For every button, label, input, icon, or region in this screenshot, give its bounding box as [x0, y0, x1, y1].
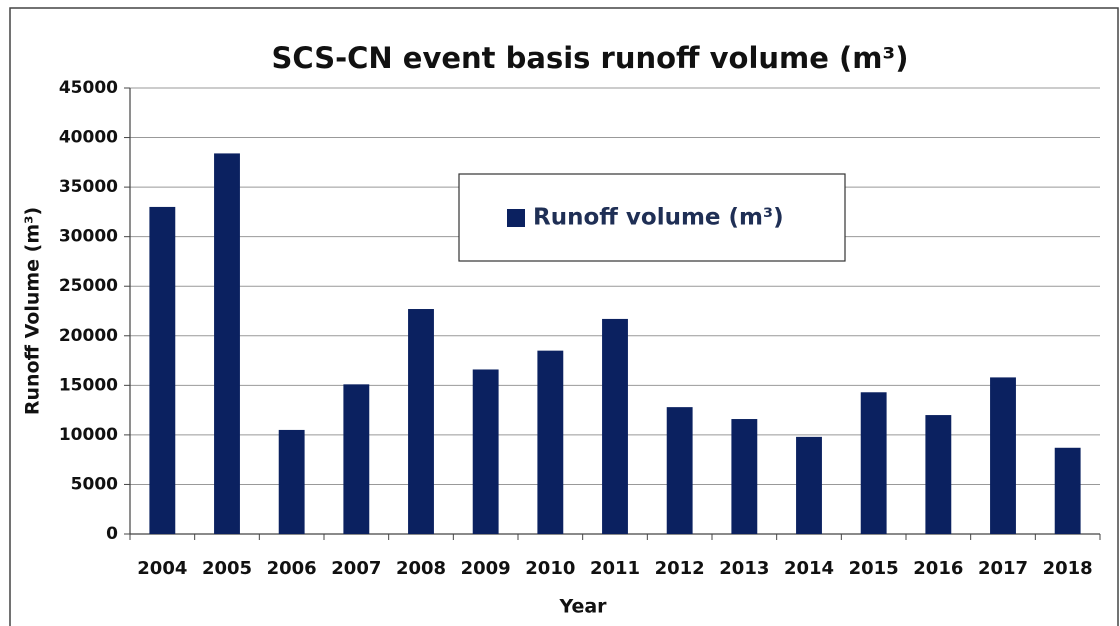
x-tick-label: 2013: [719, 558, 769, 579]
x-tick-label: 2005: [202, 558, 252, 579]
bar: [602, 318, 628, 534]
bar: [925, 415, 952, 534]
bar: [537, 350, 564, 534]
x-tick-label: 2018: [1043, 558, 1093, 579]
x-tick-label: 2008: [396, 558, 446, 579]
bar: [731, 419, 758, 534]
x-tick-label: 2016: [913, 558, 963, 579]
x-tick-label: 2009: [461, 558, 511, 579]
x-tick-label: 2006: [267, 558, 317, 579]
bar: [278, 429, 305, 534]
y-tick-label: 40000: [59, 128, 118, 148]
x-tick-label: 2010: [525, 558, 575, 579]
chart-title: SCS-CN event basis runoff volume (m³): [272, 41, 909, 75]
y-tick-label: 20000: [59, 326, 118, 346]
x-tick-label: 2015: [849, 558, 899, 579]
bar: [343, 384, 370, 534]
y-tick-label: 10000: [59, 425, 118, 445]
bar: [149, 206, 176, 534]
bar: [666, 407, 693, 534]
x-axis-label: Year: [558, 596, 607, 618]
bar: [214, 153, 240, 534]
bar: [408, 309, 434, 534]
bar: [990, 377, 1016, 534]
x-tick-label: 2004: [137, 558, 187, 579]
y-tick-label: 15000: [59, 375, 118, 395]
x-tick-label: 2014: [784, 558, 834, 579]
x-tick-label: 2012: [655, 558, 705, 579]
y-tick-label: 0: [106, 524, 118, 544]
bar: [1054, 447, 1081, 534]
y-tick-label: 25000: [59, 276, 118, 296]
legend-label: Runoff volume (m³): [533, 205, 784, 231]
y-tick-label: 30000: [59, 227, 118, 247]
bar: [472, 369, 499, 534]
y-tick-label: 5000: [71, 474, 118, 494]
x-tick-label: 2011: [590, 558, 640, 579]
x-tick-label: 2017: [978, 558, 1028, 579]
chart-frame: [9, 7, 1119, 626]
y-tick-label: 45000: [59, 78, 118, 98]
legend-swatch: [507, 209, 525, 227]
y-tick-label: 35000: [59, 177, 118, 197]
bar: [860, 392, 887, 534]
x-tick-label: 2007: [331, 558, 381, 579]
bar: [796, 436, 822, 534]
y-axis-label: Runoff Volume (m³): [22, 207, 44, 415]
